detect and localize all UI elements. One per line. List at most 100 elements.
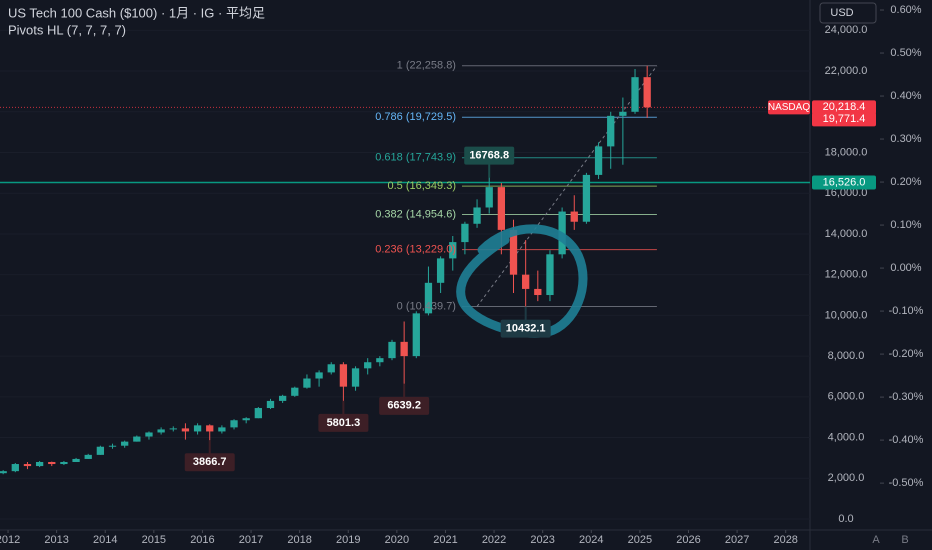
y-tick-label: 0.0 xyxy=(838,513,853,525)
fib-label: 0 (10,439.7) xyxy=(397,300,456,312)
x-tick-label: 2023 xyxy=(530,534,554,546)
candle-body xyxy=(72,458,80,462)
candle-body xyxy=(631,77,639,112)
candle-body xyxy=(121,441,129,446)
candle-body xyxy=(218,427,226,432)
candle-body xyxy=(145,432,153,437)
x-tick-label: 2020 xyxy=(385,534,409,546)
candle-body xyxy=(497,187,506,230)
candle-body xyxy=(339,364,348,387)
price-tag-label: 19,771.4 xyxy=(823,113,866,125)
candle-body xyxy=(315,372,323,379)
y2-tick-label: 0.40% xyxy=(890,90,921,102)
candle-body xyxy=(254,408,262,419)
candle-body xyxy=(534,288,542,296)
candle-body xyxy=(388,341,396,359)
candle-body xyxy=(351,368,360,387)
y2-tick-label: 0.50% xyxy=(890,47,921,59)
pivot-box xyxy=(184,453,235,472)
x-tick-label: 2012 xyxy=(0,534,20,546)
candle-body xyxy=(522,274,530,289)
pivot-label: 5801.3 xyxy=(327,417,361,429)
candle-body xyxy=(291,387,299,396)
candle-body xyxy=(206,425,214,432)
symbol-tag-label: NASDAQ xyxy=(768,102,810,113)
y2-tick-label: 0.10% xyxy=(890,219,921,231)
fib-label: 0.382 (14,954.6) xyxy=(375,208,456,220)
candle-body xyxy=(266,400,275,409)
fib-label: 0.236 (13,229.0) xyxy=(375,244,456,256)
pivot-box xyxy=(500,319,551,338)
x-tick-label: 2028 xyxy=(773,534,797,546)
candle-body xyxy=(436,258,445,283)
candle-body xyxy=(181,428,190,432)
pivot-box xyxy=(318,413,369,432)
candle-body xyxy=(400,341,408,357)
candle-body xyxy=(96,446,105,455)
candle-body xyxy=(193,425,202,432)
candle-body xyxy=(169,428,177,430)
candle-body xyxy=(133,436,141,442)
price-tag-label: 16,526.0 xyxy=(823,176,866,188)
pivot-label: 3866.7 xyxy=(193,456,227,468)
y2-tick-label: -0.20% xyxy=(889,348,924,360)
x-tick-label: 2014 xyxy=(93,534,117,546)
candle-body xyxy=(23,464,32,467)
x-tick-label: 2016 xyxy=(190,534,214,546)
candle-body xyxy=(424,282,433,314)
price-tag xyxy=(812,175,876,190)
candle-body xyxy=(230,420,238,428)
y2-tick-label: -0.10% xyxy=(889,305,924,317)
candle-body xyxy=(594,146,603,175)
x-tick-label: 2022 xyxy=(482,534,506,546)
candle-body xyxy=(412,313,420,357)
y-tick-label: 2,000.0 xyxy=(828,472,865,484)
y2-tick-label: -0.50% xyxy=(889,477,924,489)
x-tick-label: 2013 xyxy=(44,534,68,546)
candle-body xyxy=(570,211,578,222)
fib-label: 0.618 (17,743.9) xyxy=(375,152,456,164)
candle-body xyxy=(327,364,335,373)
y-tick-label: 6,000.0 xyxy=(828,391,865,403)
y-tick-label: 12,000.0 xyxy=(825,269,868,281)
pivot-label: 10432.1 xyxy=(506,323,546,335)
candle-body xyxy=(303,378,311,388)
fib-label: 0.5 (16,349.3) xyxy=(387,180,456,192)
price-tag xyxy=(812,100,876,115)
x-tick-label: 2025 xyxy=(628,534,652,546)
y-tick-label: 14,000.0 xyxy=(825,228,868,240)
currency-label[interactable]: USD xyxy=(830,7,853,19)
axis-button[interactable]: B xyxy=(901,534,908,546)
pivot-box xyxy=(464,146,515,165)
candle-body xyxy=(582,174,591,222)
x-tick-label: 2021 xyxy=(433,534,457,546)
y2-tick-label: 0.30% xyxy=(890,133,921,145)
currency-button[interactable] xyxy=(819,2,877,24)
candle-body xyxy=(0,471,7,474)
candle-body xyxy=(619,111,627,116)
candle-body xyxy=(364,362,372,369)
pivot-box xyxy=(379,396,430,415)
x-tick-label: 2024 xyxy=(579,534,603,546)
candle-body xyxy=(461,223,469,243)
candle-body xyxy=(11,464,19,472)
axis-button[interactable]: A xyxy=(872,534,880,546)
fib-label: 0.786 (19,729.5) xyxy=(375,111,456,123)
x-tick-label: 2027 xyxy=(725,534,749,546)
candle-body xyxy=(473,207,481,224)
candle-body xyxy=(157,429,165,433)
candle-body xyxy=(643,77,651,108)
y2-tick-label: -0.40% xyxy=(889,434,924,446)
candle-body xyxy=(485,187,493,208)
candle-body xyxy=(108,445,117,447)
x-tick-label: 2019 xyxy=(336,534,360,546)
y2-tick-label: 0.60% xyxy=(890,4,921,16)
indicator-label: Pivots HL (7, 7, 7, 7) xyxy=(8,22,126,37)
chart-title: US Tech 100 Cash ($100) · 1月 · IG · 平均足 xyxy=(8,5,265,20)
x-tick-label: 2026 xyxy=(676,534,700,546)
candle-body xyxy=(242,418,250,421)
candle-body xyxy=(84,454,92,459)
candle-body xyxy=(60,461,68,465)
candle-body xyxy=(607,115,615,147)
